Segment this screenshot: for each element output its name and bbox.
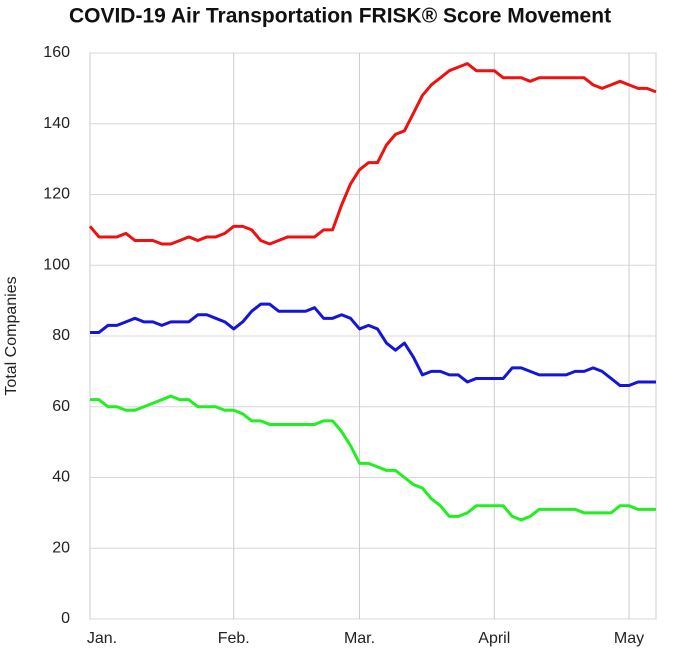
y-tick-label: 160 [43, 44, 70, 61]
x-tick-label: May [614, 630, 644, 647]
series-line [88, 62, 657, 246]
y-tick-label: 80 [52, 327, 70, 344]
chart-title: COVID-19 Air Transportation FRISK® Score… [69, 5, 611, 28]
x-tick-label: Feb. [218, 630, 250, 647]
y-axis-label: Total Companies [3, 276, 20, 395]
y-tick-label: 20 [52, 539, 70, 556]
series-line [90, 302, 656, 388]
x-tick-label: Jan. [87, 630, 117, 647]
x-tick-label: Mar. [344, 630, 375, 647]
y-tick-label: 0 [61, 610, 70, 627]
y-tick-label: 100 [43, 256, 70, 273]
series-line [90, 394, 656, 522]
y-tick-label: 140 [43, 115, 70, 132]
y-tick-label: 60 [52, 398, 70, 415]
x-tick-label: April [478, 630, 510, 647]
y-tick-label: 40 [52, 469, 70, 486]
y-tick-label: 120 [43, 186, 70, 203]
